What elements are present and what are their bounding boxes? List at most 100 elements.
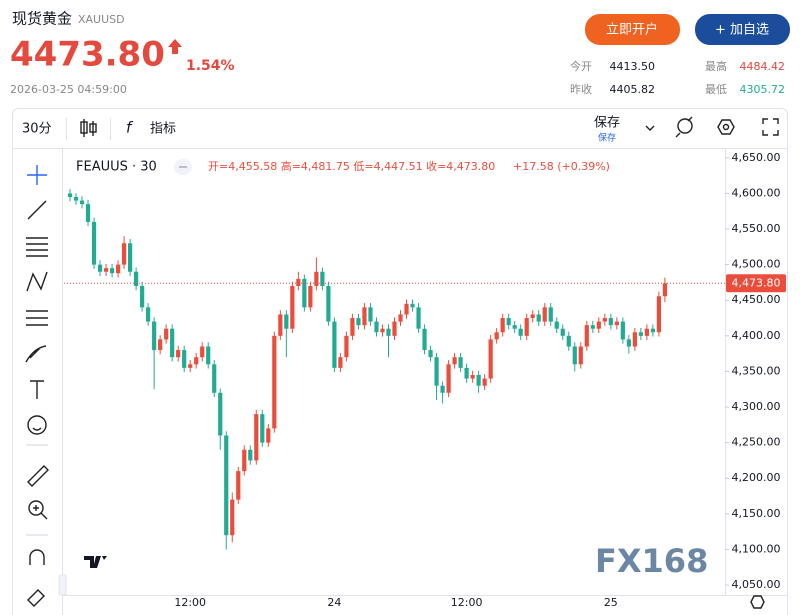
candle-body (97, 264, 103, 272)
x-tick-label: 12:00 (451, 596, 483, 609)
candle-body (452, 357, 457, 365)
candle-body (296, 278, 301, 286)
candle-body (368, 307, 373, 322)
candle-body (560, 328, 565, 336)
candle-body (290, 285, 295, 329)
candle-body (464, 367, 469, 379)
y-tick-label: 4,350.00 (732, 364, 781, 377)
save[interactable]: 保存 (594, 116, 620, 131)
candle-body (650, 328, 655, 333)
candle-body (194, 357, 199, 365)
lock-tool[interactable] (27, 589, 45, 607)
open-account-label[interactable]: 立即开户 (606, 22, 658, 38)
candle-body (176, 350, 181, 358)
brush-tool[interactable] (25, 345, 47, 363)
candle-body (218, 392, 223, 436)
zoom-tool[interactable] (28, 500, 44, 516)
last-price-label: 4,473.80 (732, 276, 781, 289)
stat-value: 4405.82 (610, 83, 656, 96)
collapse-tab[interactable] (58, 574, 67, 596)
candle-body (446, 364, 451, 393)
candle-body (500, 318, 505, 333)
candle-body (302, 278, 307, 308)
candle-body (308, 285, 313, 308)
ruler-tool[interactable] (27, 465, 49, 487)
candle-body (79, 200, 85, 205)
settings-icon[interactable] (717, 119, 735, 135)
trendline-tool[interactable] (27, 200, 47, 220)
legend-symbol: FEAUUS · 30 (76, 160, 157, 175)
candle-body (524, 318, 529, 336)
candle-body (530, 314, 535, 319)
candle-body (578, 346, 583, 365)
save-sub: 保存 (598, 132, 616, 144)
candle-body (512, 325, 517, 329)
magnet-tool[interactable] (29, 549, 45, 565)
projection-tool[interactable] (26, 310, 48, 326)
y-tick-label: 4,650.00 (732, 151, 781, 164)
axis-settings[interactable] (750, 595, 765, 609)
chart-frame (12, 108, 788, 615)
x-tick-label: 25 (604, 596, 618, 609)
indicators[interactable]: 指标 (150, 122, 176, 137)
candle-body (278, 314, 283, 336)
candle-body (374, 321, 379, 333)
candle-body (488, 339, 493, 379)
watchlist-label[interactable]: + 加自选 (715, 23, 769, 38)
y-tick-label: 4,400.00 (732, 329, 781, 342)
up-arrow (168, 39, 182, 54)
emoji-tool[interactable] (27, 415, 47, 435)
candle-body (638, 332, 643, 336)
y-tick-label: 4,150.00 (732, 507, 781, 520)
candle-body (314, 271, 319, 286)
candle-body (398, 314, 403, 322)
y-tick-label: 4,450.00 (732, 293, 781, 306)
candle-body (494, 332, 499, 340)
candle-body (362, 307, 367, 326)
candle-body (103, 268, 109, 272)
legend-change: +17.58 (+0.39%) (513, 160, 610, 173)
candle-body (596, 321, 601, 329)
candle-body (121, 243, 127, 265)
candles-icon[interactable] (80, 119, 97, 137)
candle-body (200, 346, 205, 358)
candle-body (566, 335, 571, 347)
candle-body (428, 350, 433, 358)
candle-body (260, 414, 265, 443)
y-tick-label: 4,300.00 (732, 400, 781, 413)
stat-value: 4305.72 (740, 83, 786, 96)
y-tick-label: 4,550.00 (732, 222, 781, 235)
candle-body (158, 339, 163, 351)
stat-value: 4484.42 (740, 60, 786, 73)
candle-body (242, 449, 247, 472)
candle-body (470, 374, 475, 379)
candle-body (572, 346, 577, 365)
candle-body (115, 264, 121, 274)
fullscreen-icon[interactable] (762, 118, 779, 136)
candle-body (248, 449, 253, 461)
candle-body (146, 307, 151, 322)
candle-body (386, 328, 391, 336)
fib-tool[interactable] (26, 237, 48, 257)
watchlist-button[interactable] (695, 14, 790, 45)
candle-body (212, 364, 217, 393)
y-tick-label: 4,050.00 (732, 578, 781, 591)
pattern-tool[interactable] (26, 271, 48, 292)
open-account-button[interactable] (585, 14, 680, 45)
candle-body (188, 364, 193, 368)
interval[interactable]: 30分 (22, 122, 52, 137)
candle-body (380, 328, 385, 333)
candle-body (608, 318, 613, 326)
alert-icon[interactable] (675, 116, 693, 138)
text-tool[interactable] (30, 380, 44, 399)
candle-body (458, 357, 463, 368)
candle-body (224, 435, 229, 536)
candle-body (644, 328, 649, 336)
candle-body (140, 285, 145, 308)
candle-body (127, 243, 133, 272)
fx-icon[interactable]: f (126, 119, 134, 137)
chevron[interactable] (645, 125, 655, 131)
x-tick-label: 24 (327, 596, 341, 609)
stat-label: 今开 (570, 59, 592, 73)
crosshair-tool[interactable] (27, 165, 47, 185)
